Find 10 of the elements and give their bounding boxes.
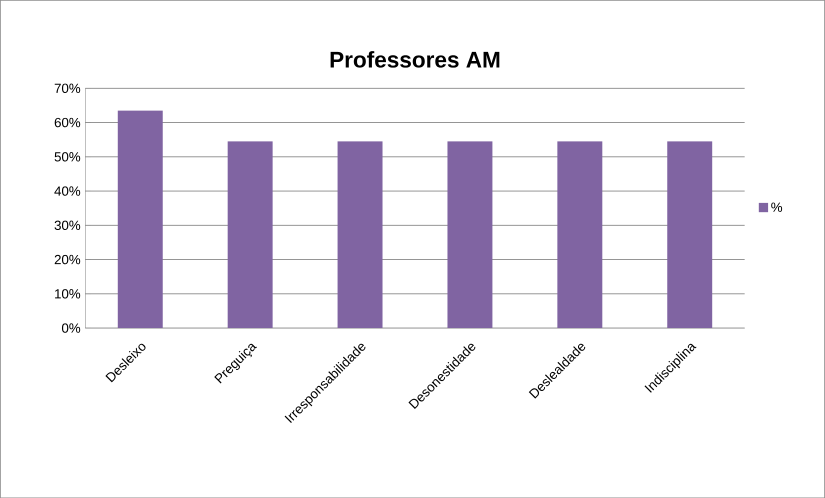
y-tick-label: 20% [54,254,80,264]
y-tick-label: 50% [54,152,80,162]
y-tick-label: 10% [55,288,80,298]
y-tick-label: 70% [54,83,80,93]
y-tick-label: 0% [62,323,80,333]
y-tick-label: 40% [54,186,80,196]
y-tick-label: 30% [54,220,80,230]
legend-label: % [771,202,782,212]
y-tick-label: 60% [54,118,80,128]
chart-title: Professores AM [330,50,500,68]
